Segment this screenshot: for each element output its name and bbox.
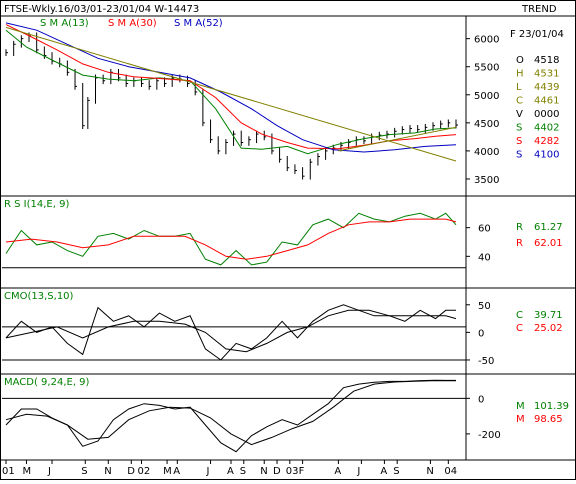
price-series-sma30-1 [5, 24, 457, 150]
price-series-trendline-3 [5, 26, 457, 162]
info-cmo-value: 39.71 [534, 310, 563, 321]
info-ohlc-key: V [516, 109, 523, 120]
info-ohlc-value: 4461 [534, 96, 559, 107]
macd-y-tick-label: 0 [478, 394, 484, 405]
cmo-y-tick-label: 50 [478, 301, 491, 312]
info-ohlc-key: S [516, 150, 522, 161]
info-ohlc-value: 4282 [534, 136, 559, 147]
price-y-tick-label: 6000 [474, 35, 499, 46]
x-tick-label: D [273, 466, 281, 477]
x-tick-label: J [356, 466, 360, 477]
cmo-y-tick-label: -50 [478, 356, 494, 367]
macd-series-macd-0 [5, 379, 456, 453]
trend-label: TREND [521, 4, 557, 15]
x-tick-label: J [47, 466, 51, 477]
x-tick-label: A [173, 466, 180, 477]
x-tick-label: A [227, 466, 234, 477]
cmo-y-tick-label: 0 [478, 328, 484, 339]
price-y-tick-label: 3500 [474, 175, 499, 186]
info-rsi-value: 61.27 [534, 222, 563, 233]
x-tick-label: N [260, 466, 267, 477]
info-macd-value: 98.65 [534, 414, 563, 425]
macd-y-tick-label: -200 [478, 430, 501, 441]
rsi-y-tick-label: 60 [478, 224, 491, 235]
x-tick-label: D [127, 466, 135, 477]
x-tick-label: S [240, 466, 246, 477]
macd-title: MACD( 9,24,E, 9) [4, 377, 90, 388]
x-tick-label: S [81, 466, 87, 477]
x-tick-label: 02 [138, 466, 151, 477]
cmo-series-cmo_avg-1 [5, 309, 457, 353]
price-series-sma13-0 [5, 29, 457, 155]
x-tick-label: J [206, 466, 210, 477]
x-tick-label: 01 [2, 466, 15, 477]
rsi-series-rsi_avg-1 [5, 218, 457, 260]
info-ohlc-value: 0000 [534, 109, 559, 120]
x-tick-label: M [22, 466, 31, 477]
price-y-tick-label: 4500 [474, 119, 499, 130]
date-label: F 23/01/04 [510, 29, 564, 40]
x-tick-label: 04 [444, 466, 457, 477]
price-series-sma52-2 [5, 22, 457, 153]
info-ohlc-value: 4100 [534, 150, 559, 161]
info-ohlc-key: S [516, 136, 522, 147]
chart-title: FTSE-Wkly.16/03/01-23/01/04 W-14473 [4, 4, 199, 15]
info-ohlc-key: O [516, 55, 524, 66]
info-ohlc-value: 4439 [534, 82, 559, 93]
cmo-series-cmo-0 [5, 304, 456, 361]
x-tick-label: 03 [286, 466, 299, 477]
info-cmo-value: 25.02 [534, 323, 563, 334]
info-macd-value: 101.39 [534, 401, 569, 412]
x-tick-label: N [426, 466, 433, 477]
info-ohlc-value: 4531 [534, 69, 559, 80]
info-ohlc-key: L [516, 82, 522, 93]
info-macd-key: M [516, 414, 525, 425]
info-ohlc-key: H [516, 69, 524, 80]
x-tick-label: N [104, 466, 111, 477]
info-rsi-key: R [516, 238, 523, 249]
legend-sma13: S M A(13) [40, 18, 89, 29]
info-ohlc-key: S [516, 123, 522, 134]
info-cmo-key: C [516, 310, 523, 321]
x-tick-label: A [334, 466, 341, 477]
price-y-tick-label: 5500 [474, 63, 499, 74]
info-rsi-value: 62.01 [534, 238, 563, 249]
x-tick-label: M [163, 466, 172, 477]
legend-sma30: S M A(30) [108, 18, 157, 29]
info-ohlc-value: 4402 [534, 123, 559, 134]
info-ohlc-key: C [516, 96, 523, 107]
x-tick-label: F [299, 466, 305, 477]
price-y-tick-label: 4000 [474, 147, 499, 158]
x-tick-label: A [380, 466, 387, 477]
legend-sma52: S M A(52) [174, 18, 223, 29]
cmo-title: CMO(13,S,10) [4, 291, 74, 302]
x-tick-label: S [393, 466, 399, 477]
info-cmo-key: C [516, 323, 523, 334]
rsi-y-tick-label: 40 [478, 252, 491, 263]
rsi-title: R S I(14,E, 9) [4, 199, 69, 210]
macd-series-macd_signal-1 [5, 380, 457, 446]
info-rsi-key: R [516, 222, 523, 233]
price-series-trendline-4 [338, 126, 457, 152]
info-macd-key: M [516, 401, 525, 412]
price-y-tick-label: 5000 [474, 91, 499, 102]
info-ohlc-value: 4518 [534, 55, 559, 66]
